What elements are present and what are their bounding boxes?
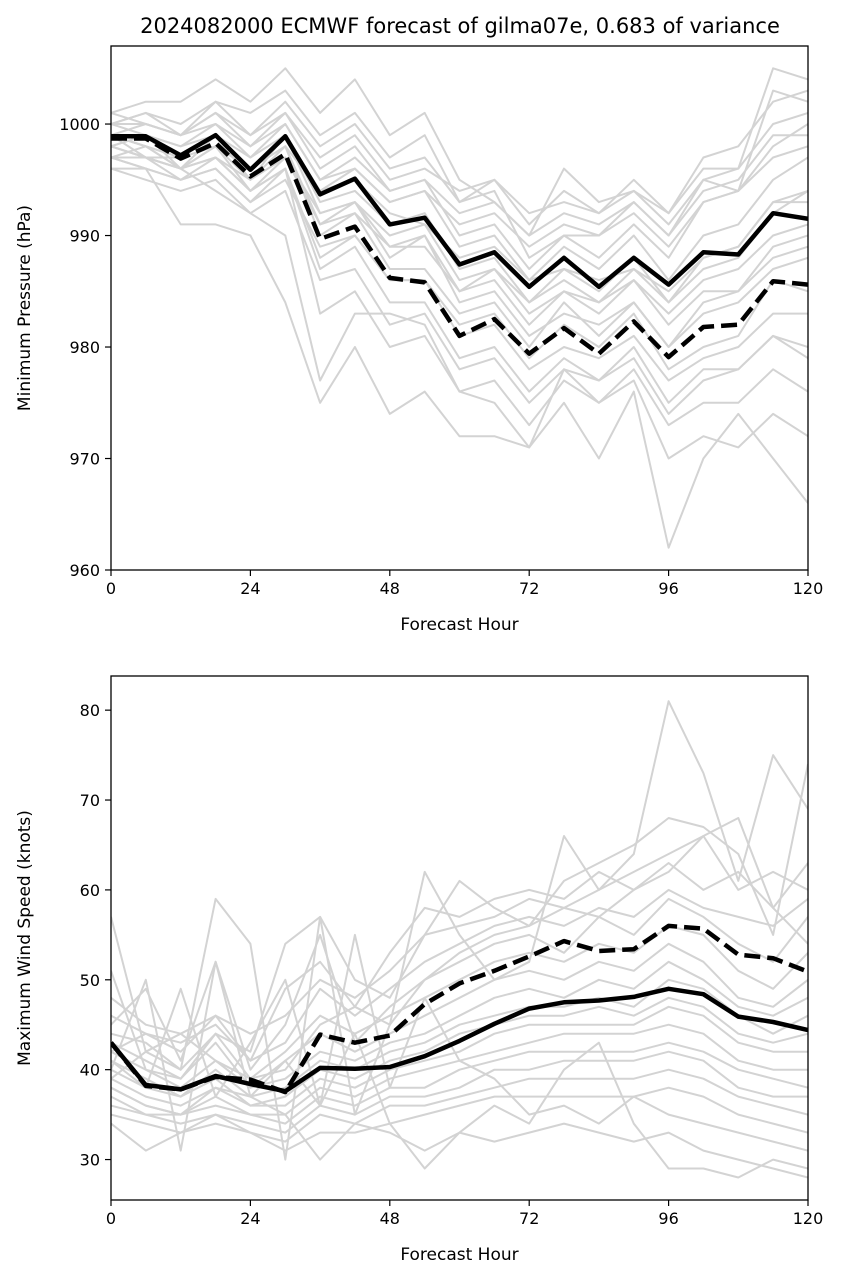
- wind-ensemble-line: [111, 924, 808, 1080]
- pressure-ensemble-line: [111, 123, 808, 248]
- wind-y-axis-label: Maximum Wind Speed (knots): [15, 810, 35, 1066]
- pressure-x-axis-label: Forecast Hour: [400, 615, 518, 635]
- wind-y-tick-label: 30: [80, 1151, 100, 1170]
- pressure-axes-frame: [110, 45, 809, 571]
- wind-y-tick-label: 40: [80, 1061, 100, 1080]
- pressure-y-tick-label: 990: [69, 227, 100, 246]
- pressure-ensemble-line: [111, 67, 808, 237]
- wind-ensemble-line: [111, 1050, 808, 1134]
- pressure-ensemble-line: [111, 134, 808, 304]
- pressure-y-tick-label: 970: [69, 450, 100, 469]
- pressure-x-tick-label: 0: [106, 579, 116, 598]
- wind-ensemble-line: [111, 862, 808, 1062]
- wind-plot-area: [111, 700, 808, 1179]
- wind-ensemble-line: [111, 1068, 808, 1143]
- pressure-x-tick-label: 96: [658, 579, 678, 598]
- pressure-ensemble-line: [111, 89, 808, 226]
- pressure-x-tick-label: 72: [519, 579, 539, 598]
- wind-ensemble-line: [111, 897, 808, 1071]
- wind-x-tick-label: 24: [240, 1209, 260, 1228]
- wind-ensemble-line: [111, 835, 808, 1053]
- wind-x-tick-label: 96: [658, 1209, 678, 1228]
- pressure-ensemble-line: [111, 145, 808, 404]
- wind-ensemble-line: [111, 1005, 808, 1107]
- wind-ensemble-line: [111, 817, 808, 1080]
- pressure-ensemble-line: [111, 167, 808, 415]
- pressure-x-tick-label: 120: [793, 579, 824, 598]
- pressure-ensemble-line: [111, 134, 808, 371]
- wind-panel: 0 24 48 72 96 120 30 40 50 60 70 80 Forecast Hour Max…: [15, 675, 824, 1265]
- pressure-ensemble-line: [111, 156, 808, 549]
- pressure-ensemble-line: [111, 134, 808, 304]
- pressure-ensemble-line: [111, 156, 808, 326]
- wind-x-tick-label: 120: [793, 1209, 824, 1228]
- wind-y-tick-label: 80: [80, 701, 100, 720]
- wind-ensemble-line: [111, 888, 808, 1062]
- pressure-plot-area: [111, 67, 808, 549]
- pressure-ensemble-line: [111, 123, 808, 237]
- pressure-ensemble-line: [111, 89, 808, 259]
- pressure-x-tick-label: 24: [240, 579, 260, 598]
- wind-ensemble-line: [111, 1086, 808, 1152]
- pressure-y-tick-label: 1000: [59, 115, 100, 134]
- pressure-x-tick-label: 48: [380, 579, 400, 598]
- wind-y-tick-label: 60: [80, 881, 100, 900]
- pressure-y-axis-label: Minimum Pressure (hPa): [15, 205, 35, 411]
- wind-x-tick-label: 0: [106, 1209, 116, 1228]
- wind-ensemble-line: [111, 960, 808, 1089]
- pressure-y-tick-label: 980: [69, 338, 100, 357]
- wind-y-tick-label: 50: [80, 971, 100, 990]
- pressure-solid-line: [111, 132, 808, 290]
- wind-ensemble-line: [111, 700, 808, 1161]
- pressure-ensemble-line: [111, 111, 808, 270]
- wind-axes-frame: [110, 675, 809, 1201]
- pressure-ensemble-line: [111, 145, 808, 348]
- wind-ensemble-line: [111, 1041, 808, 1125]
- wind-dashed-line: [111, 923, 808, 1095]
- wind-x-tick-label: 48: [380, 1209, 400, 1228]
- wind-ensemble-line: [111, 763, 808, 1080]
- pressure-ensemble-line: [111, 134, 808, 348]
- wind-x-axis-label: Forecast Hour: [400, 1245, 518, 1265]
- pressure-ensemble-line: [111, 134, 808, 460]
- pressure-ensemble-line: [111, 111, 808, 226]
- wind-ensemble-line: [111, 933, 808, 1152]
- wind-ensemble-line: [111, 996, 808, 1107]
- wind-y-tick-label: 70: [80, 791, 100, 810]
- wind-x-tick-label: 72: [519, 1209, 539, 1228]
- pressure-panel: 0 24 48 72 96 120 960 970 980 990 1000 Forecast Hou…: [15, 45, 824, 635]
- pressure-y-tick-label: 960: [69, 561, 100, 580]
- pressure-ensemble-line: [111, 123, 808, 282]
- pressure-dashed-line: [111, 136, 808, 360]
- pressure-ensemble-line: [111, 156, 808, 315]
- chart-title: 2024082000 ECMWF forecast of gilma07e, 0…: [140, 14, 780, 38]
- wind-ensemble-line: [111, 942, 808, 1089]
